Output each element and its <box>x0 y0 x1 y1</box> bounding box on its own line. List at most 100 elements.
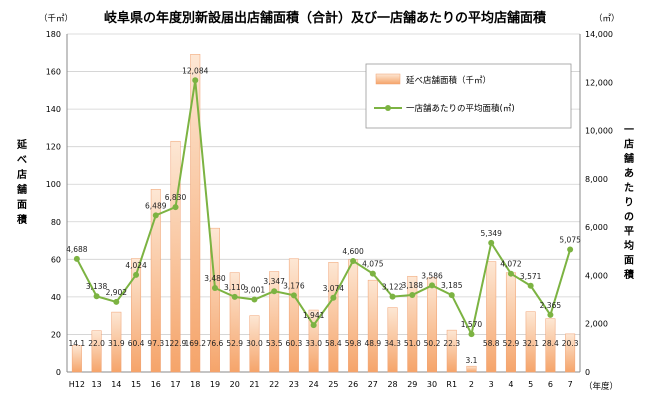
line-point <box>172 204 179 211</box>
x-axis-tick: 27 <box>368 380 378 389</box>
x-axis-tick: 13 <box>92 380 102 389</box>
left-axis-label-char: 店 <box>17 168 27 181</box>
x-axis-tick: 20 <box>230 380 240 389</box>
bar-data-label: 76.6 <box>207 339 224 348</box>
line-data-label: 3,571 <box>520 272 542 281</box>
bar-data-label: 58.8 <box>483 339 500 348</box>
right-axis-tick: 2,000 <box>585 320 608 329</box>
left-axis-tick: 80 <box>51 218 61 227</box>
bar-data-label: 32.1 <box>522 339 539 348</box>
bar <box>229 272 240 373</box>
left-axis-tick: 100 <box>46 180 61 189</box>
line-data-label: 4,600 <box>342 247 364 256</box>
bar <box>407 275 418 373</box>
x-axis-tick: 25 <box>328 380 338 389</box>
line-data-label: 1,941 <box>303 311 325 320</box>
line-point <box>271 288 278 295</box>
legend-bar-label: 延べ店舗面積（千㎡） <box>406 75 491 86</box>
line-data-label: 3,074 <box>323 284 345 293</box>
left-axis-tick: 120 <box>46 143 61 152</box>
line-point <box>507 270 514 277</box>
right-axis-tick: 6,000 <box>585 223 608 232</box>
bar-data-label: 48.9 <box>364 339 381 348</box>
bar-data-label: 14.1 <box>69 339 86 348</box>
x-axis-tick: 6 <box>548 380 553 389</box>
bar-data-label: 31.9 <box>108 339 125 348</box>
right-axis-tick: 10,000 <box>585 127 613 136</box>
right-axis-label-char: 平 <box>624 226 634 238</box>
line-data-label: 4,072 <box>500 260 522 269</box>
x-axis-tick: 26 <box>348 380 358 389</box>
line-point <box>192 77 199 84</box>
x-axis-tick: 2 <box>469 380 474 389</box>
right-axis-label-char: 面 <box>624 255 634 267</box>
right-axis-label-char: 店 <box>624 138 634 151</box>
right-axis-label-char: り <box>624 197 634 209</box>
right-axis-label-char: あ <box>624 167 634 180</box>
left-axis-tick: 40 <box>51 293 61 302</box>
line-data-label: 3,001 <box>244 286 266 295</box>
line-data-label: 5,349 <box>480 229 502 238</box>
x-axis-tick: 23 <box>289 380 299 389</box>
line-data-label: 3,176 <box>283 281 305 290</box>
x-axis-tick: 4 <box>508 380 513 389</box>
line-data-label: 3,110 <box>224 283 246 292</box>
bar-data-label: 20.3 <box>562 339 579 348</box>
line-data-label: 3,138 <box>86 282 108 291</box>
left-axis-tick: 20 <box>51 330 61 339</box>
line-point <box>113 298 120 305</box>
bar-data-label: 30.0 <box>246 339 263 348</box>
chart-title: 岐阜県の年度別新設届出店舗面積（合計）及び一店舗あたりの平均店舗面積 <box>104 10 547 26</box>
line-data-label: 6,489 <box>145 201 167 210</box>
line-data-label: 4,075 <box>362 260 384 269</box>
left-axis-label-char: 舗 <box>16 183 27 196</box>
line-point <box>527 282 534 289</box>
line-point <box>231 293 238 300</box>
line-point <box>448 292 455 299</box>
x-axis-tick: R1 <box>446 380 457 389</box>
line-data-label: 1,570 <box>461 320 483 329</box>
line-data-label: 3,122 <box>382 283 404 292</box>
line-data-label: 4,024 <box>125 261 147 270</box>
right-axis-unit: （㎡） <box>594 13 620 24</box>
bar-data-label: 52.9 <box>226 339 243 348</box>
right-axis-tick: 0 <box>585 368 590 377</box>
bar-data-label: 58.4 <box>325 339 342 348</box>
bar-data-label: 97.3 <box>147 339 164 348</box>
bar <box>387 307 398 373</box>
bar <box>348 259 359 373</box>
bar <box>367 279 378 373</box>
bar <box>328 262 339 373</box>
line-data-label: 12,084 <box>182 66 208 75</box>
line-point <box>251 296 258 303</box>
line-point <box>290 292 297 299</box>
bar <box>111 311 122 373</box>
bar-data-label: 60.4 <box>128 339 145 348</box>
line-data-label: 2,902 <box>106 288 128 297</box>
bar <box>209 227 220 373</box>
bar <box>486 261 497 373</box>
line-point <box>409 292 416 299</box>
x-axis-tick: 21 <box>249 380 259 389</box>
line-point <box>310 322 317 329</box>
bar-data-label: 3.1 <box>466 356 478 365</box>
line-data-label: 3,188 <box>402 281 424 290</box>
left-axis-tick: 140 <box>46 105 61 114</box>
line-data-label: 3,480 <box>204 274 226 283</box>
right-axis-label-char: た <box>624 182 634 194</box>
legend-bar-swatch <box>375 73 401 85</box>
bar <box>427 277 438 373</box>
x-axis-tick: H12 <box>69 380 85 389</box>
bar <box>150 189 161 373</box>
bar <box>190 54 201 373</box>
line-point <box>152 212 159 219</box>
bar <box>170 140 181 373</box>
left-axis-tick: 160 <box>46 68 61 77</box>
bar-data-label: 52.9 <box>503 339 520 348</box>
bar <box>71 345 82 373</box>
bar <box>308 309 319 373</box>
left-axis-tick: 180 <box>46 30 61 39</box>
line-point <box>93 293 100 300</box>
line-point <box>389 293 396 300</box>
